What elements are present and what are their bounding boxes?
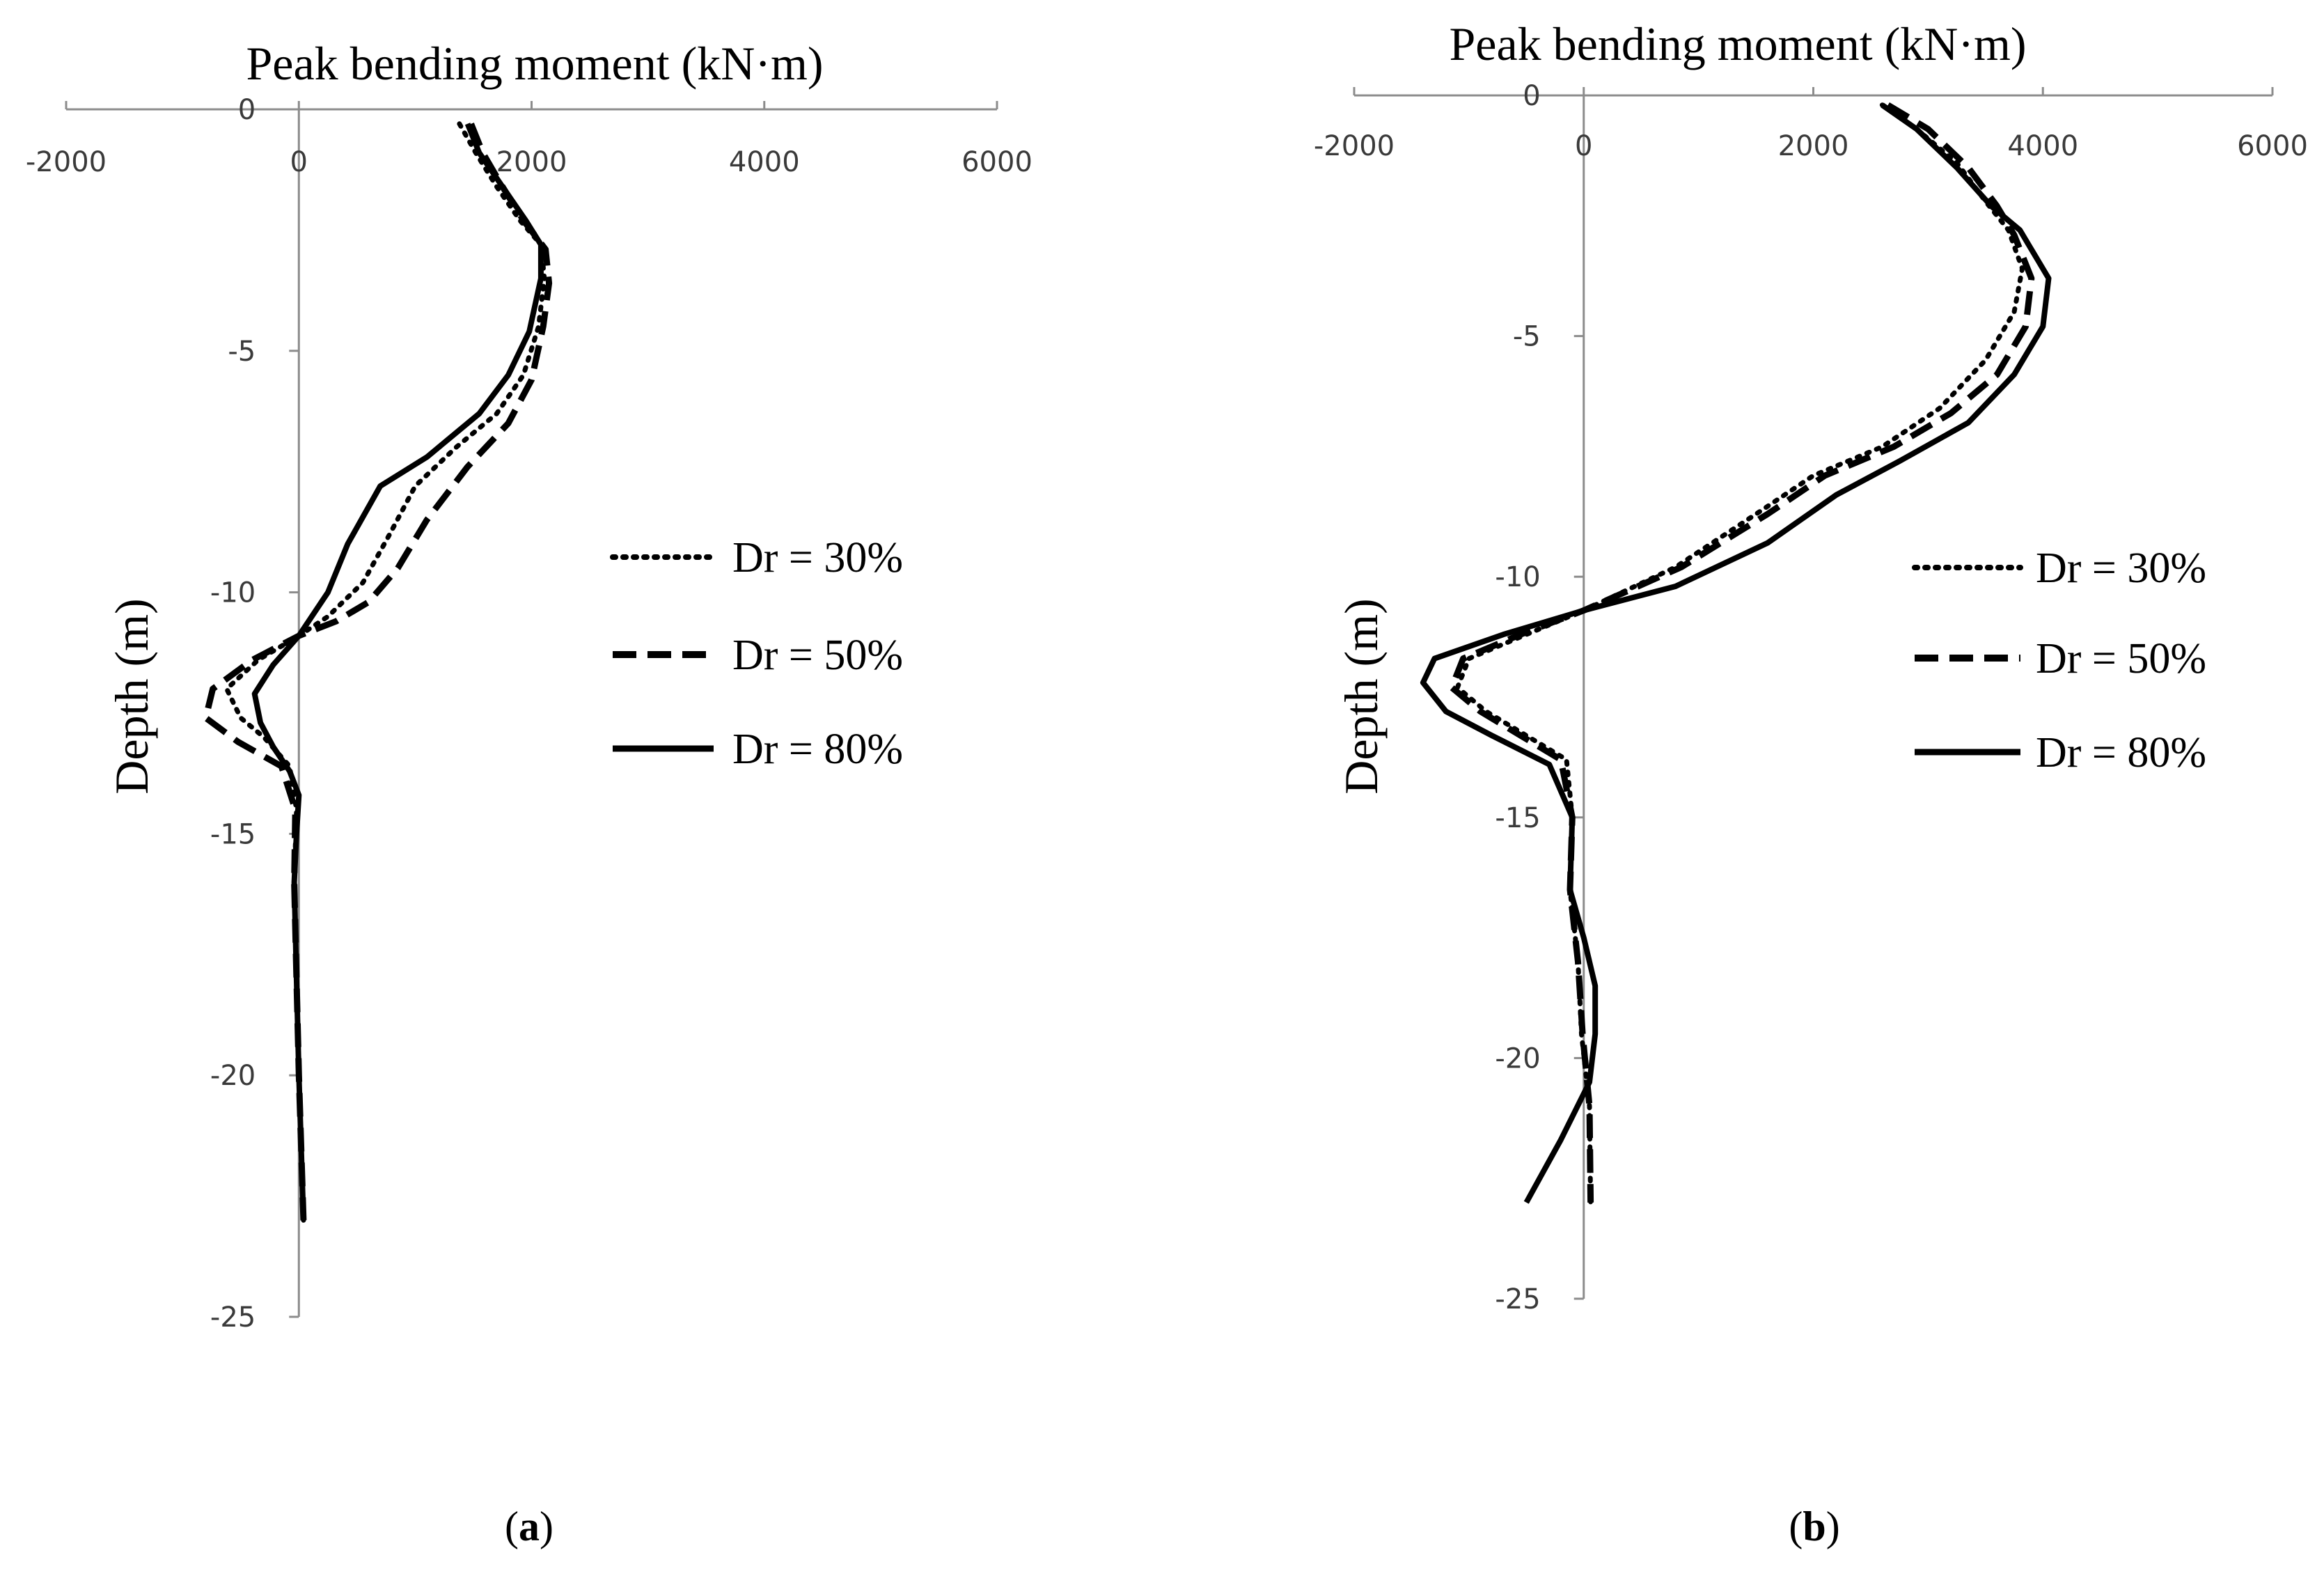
y-tick-label: -20 — [210, 1060, 256, 1092]
legend-label: Dr = 30% — [2036, 545, 2206, 592]
x-axis-title: Peak bending moment (kN·m) — [1449, 17, 2026, 70]
x-tick-label: 4000 — [2007, 130, 2078, 162]
y-tick-label: -10 — [210, 577, 256, 609]
y-tick-label: -20 — [1495, 1042, 1540, 1074]
y-tick-label: -5 — [228, 336, 256, 368]
series-line-dashed — [1448, 102, 2035, 1203]
series-group — [1420, 102, 2052, 1205]
x-tick-label: 0 — [290, 146, 308, 178]
y-tick-label: -15 — [210, 818, 256, 850]
y-axis-title: Depth (m) — [105, 598, 158, 794]
series-line-dotted — [224, 121, 547, 1223]
y-tick-label: -25 — [1495, 1283, 1540, 1315]
legend: Dr = 30% Dr = 50% Dr = 80% — [610, 534, 903, 773]
y-axis-title: Depth (m) — [1335, 598, 1388, 794]
legend-label: Dr = 30% — [732, 534, 903, 581]
x-tick-label: 6000 — [2237, 130, 2308, 162]
series-line-dotted — [1454, 102, 2025, 1205]
series-line-solid — [251, 123, 544, 1221]
legend: Dr = 30% Dr = 50% Dr = 80% — [1912, 545, 2206, 776]
legend-label: Dr = 50% — [732, 632, 903, 679]
x-tick-label: -2000 — [1314, 130, 1395, 162]
series-group — [203, 121, 553, 1223]
chart-svg-b: Peak bending moment (kN·m) Depth (m) -20… — [1314, 17, 2308, 1549]
y-tick-label: -10 — [1495, 561, 1540, 593]
x-tick-label: 6000 — [961, 146, 1033, 178]
x-axis-title: Peak bending moment (kN·m) — [246, 37, 823, 90]
y-tick-label: 0 — [1523, 80, 1540, 112]
chart-panel-b: Peak bending moment (kN·m) Depth (m) -20… — [1207, 0, 2324, 1571]
series-line-dashed — [203, 123, 553, 1221]
x-tick-label: 0 — [1575, 130, 1592, 162]
chart-svg-a: Peak bending moment (kN·m) Depth (m) -20… — [26, 37, 1033, 1549]
panel-label: (b) — [1789, 1503, 1839, 1549]
y-tick-label: -15 — [1495, 802, 1540, 834]
legend-label: Dr = 50% — [2036, 635, 2206, 682]
y-tick-label: 0 — [238, 94, 256, 126]
y-tick-label: -25 — [210, 1302, 256, 1334]
panel-label: (a) — [505, 1503, 553, 1549]
legend-label: Dr = 80% — [732, 726, 903, 773]
series-line-solid — [1420, 102, 2052, 1204]
legend-label: Dr = 80% — [2036, 729, 2206, 776]
x-tick-label: 2000 — [1778, 130, 1849, 162]
x-tick-label: -2000 — [26, 146, 107, 178]
chart-panel-a: Peak bending moment (kN·m) Depth (m) -20… — [0, 0, 1114, 1571]
x-tick-label: 2000 — [496, 146, 567, 178]
x-tick-label: 4000 — [729, 146, 800, 178]
axes-group: -2000 0 2000 4000 6000 0 -5 -10 -15 -20 -25 — [26, 94, 1033, 1334]
y-tick-label: -5 — [1513, 321, 1541, 353]
